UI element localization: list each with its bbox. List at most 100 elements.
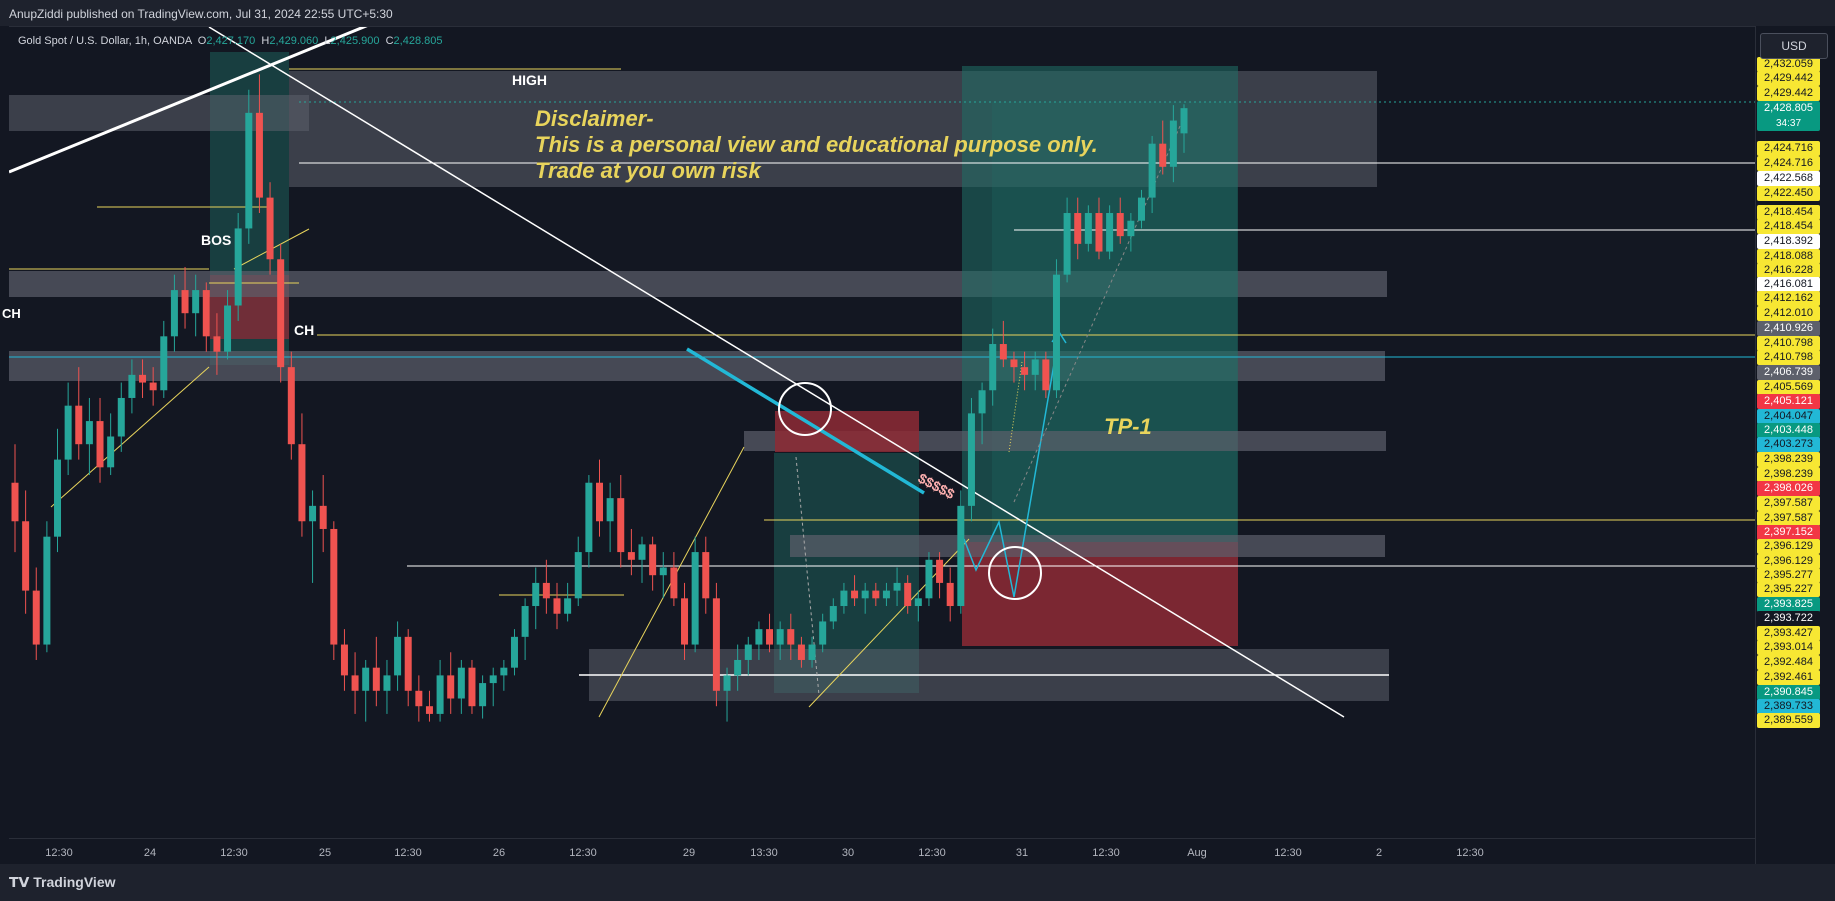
time-tick: 30 bbox=[841, 847, 855, 859]
tradingview-logo: 𝗧𝗩 TradingView bbox=[9, 874, 116, 891]
candle-body bbox=[22, 521, 30, 591]
time-tick: 29 bbox=[682, 847, 696, 859]
candle-body bbox=[1137, 197, 1145, 221]
price-label: 2,412.010 bbox=[1757, 306, 1820, 321]
candle-body bbox=[1052, 274, 1060, 391]
price-label: 2,390.845 bbox=[1757, 685, 1820, 700]
price-label: 2,412.162 bbox=[1757, 291, 1820, 306]
high-label: H bbox=[261, 35, 270, 47]
candle-body bbox=[766, 629, 774, 645]
low-label: L bbox=[324, 35, 331, 47]
top-bar: AnupZiddi published on TradingView.com, … bbox=[0, 0, 1835, 26]
price-chart[interactable] bbox=[9, 27, 1755, 839]
candle-body bbox=[330, 528, 338, 645]
candle-body bbox=[415, 690, 423, 707]
candle-body bbox=[54, 459, 62, 537]
candle-body bbox=[553, 598, 561, 614]
candle-body bbox=[1084, 213, 1092, 244]
price-label: 2,403.273 bbox=[1757, 437, 1820, 452]
candle-body bbox=[362, 667, 370, 691]
brand-name: TradingView bbox=[33, 874, 116, 890]
candle-body bbox=[681, 598, 689, 645]
candle-body bbox=[744, 644, 752, 660]
candle-body bbox=[107, 436, 115, 468]
candle-body bbox=[755, 629, 763, 645]
candle-body bbox=[925, 559, 933, 599]
candle-body bbox=[936, 559, 944, 583]
price-label: 2,403.448 bbox=[1757, 423, 1820, 438]
high-value: 2,429.060 bbox=[269, 35, 319, 47]
candle-body bbox=[861, 590, 869, 599]
candle-body bbox=[468, 667, 476, 707]
time-tick: 12:30 bbox=[220, 847, 248, 859]
price-label: 2,398.026 bbox=[1757, 481, 1820, 496]
candle-body bbox=[500, 667, 508, 676]
candle-body bbox=[224, 305, 232, 352]
candle-body bbox=[447, 675, 455, 699]
price-label: 2,397.152 bbox=[1757, 525, 1820, 540]
open-label: O bbox=[197, 35, 207, 47]
candle-body bbox=[851, 590, 859, 599]
currency-button[interactable]: USD bbox=[1760, 33, 1828, 59]
disclaimer-line-1: This is a personal view and educational … bbox=[535, 132, 1098, 157]
publisher-info: AnupZiddi published on TradingView.com, … bbox=[9, 7, 393, 21]
price-label: 2,398.239 bbox=[1757, 452, 1820, 467]
ch-label-annotation: CH bbox=[294, 322, 315, 338]
candle-body bbox=[340, 644, 348, 676]
disclaimer-title: Disclaimer- bbox=[535, 106, 654, 131]
time-tick: 13:30 bbox=[750, 847, 778, 859]
candle-body bbox=[309, 505, 317, 522]
price-label: 2,424.716 bbox=[1757, 156, 1820, 171]
chart-pane[interactable] bbox=[9, 26, 1755, 865]
candle-body bbox=[383, 675, 391, 691]
disclaimer-line-2: Trade at you own risk bbox=[535, 158, 761, 183]
price-label: 2,422.450 bbox=[1757, 186, 1820, 201]
candle-body bbox=[840, 590, 848, 607]
candle-body bbox=[776, 629, 784, 645]
candle-body bbox=[564, 598, 572, 614]
candle-body bbox=[298, 444, 306, 522]
candle-body bbox=[192, 290, 200, 314]
time-tick: 12:30 bbox=[45, 847, 73, 859]
time-tick: 12:30 bbox=[569, 847, 597, 859]
candle-body bbox=[882, 590, 890, 599]
candle-body bbox=[829, 606, 837, 622]
time-tick: 2 bbox=[1375, 847, 1383, 859]
candle-body bbox=[946, 582, 954, 607]
candle-body bbox=[649, 544, 657, 576]
candle-body bbox=[712, 598, 720, 691]
candle-body bbox=[160, 336, 168, 391]
candle-body bbox=[1127, 220, 1135, 237]
candle-body bbox=[723, 675, 731, 691]
candle-body bbox=[277, 259, 285, 368]
candle-body bbox=[1031, 359, 1039, 375]
time-tick: 12:30 bbox=[1092, 847, 1120, 859]
candle-body bbox=[96, 421, 104, 468]
time-tick: 25 bbox=[318, 847, 332, 859]
candle-body bbox=[1159, 143, 1167, 167]
candle-body bbox=[1042, 359, 1050, 391]
candle-body bbox=[11, 482, 19, 522]
price-label: 2,405.121 bbox=[1757, 394, 1820, 409]
candle-body bbox=[202, 290, 210, 337]
low-value: 2,425.900 bbox=[330, 35, 380, 47]
trendline-top-left bbox=[9, 27, 368, 174]
price-label: 2,396.129 bbox=[1757, 554, 1820, 569]
candle-body bbox=[149, 382, 157, 391]
candle-body bbox=[213, 336, 221, 352]
price-label: 2,410.926 bbox=[1757, 321, 1820, 336]
candle-body bbox=[181, 290, 189, 314]
price-label: 2,432.059 bbox=[1757, 57, 1820, 72]
price-label: 2,418.454 bbox=[1757, 219, 1820, 234]
candle-body bbox=[510, 636, 518, 668]
price-label: 2,396.129 bbox=[1757, 539, 1820, 554]
price-label: 2,406.739 bbox=[1757, 365, 1820, 380]
candle-body bbox=[128, 374, 136, 398]
price-label: 2,418.454 bbox=[1757, 205, 1820, 220]
candle-body bbox=[893, 582, 901, 591]
price-label: 2,410.798 bbox=[1757, 336, 1820, 351]
price-label: 2,393.722 bbox=[1757, 611, 1820, 626]
candle-body bbox=[234, 228, 242, 306]
time-axis[interactable] bbox=[9, 838, 1755, 865]
bos-label-annotation: BOS bbox=[201, 232, 232, 248]
